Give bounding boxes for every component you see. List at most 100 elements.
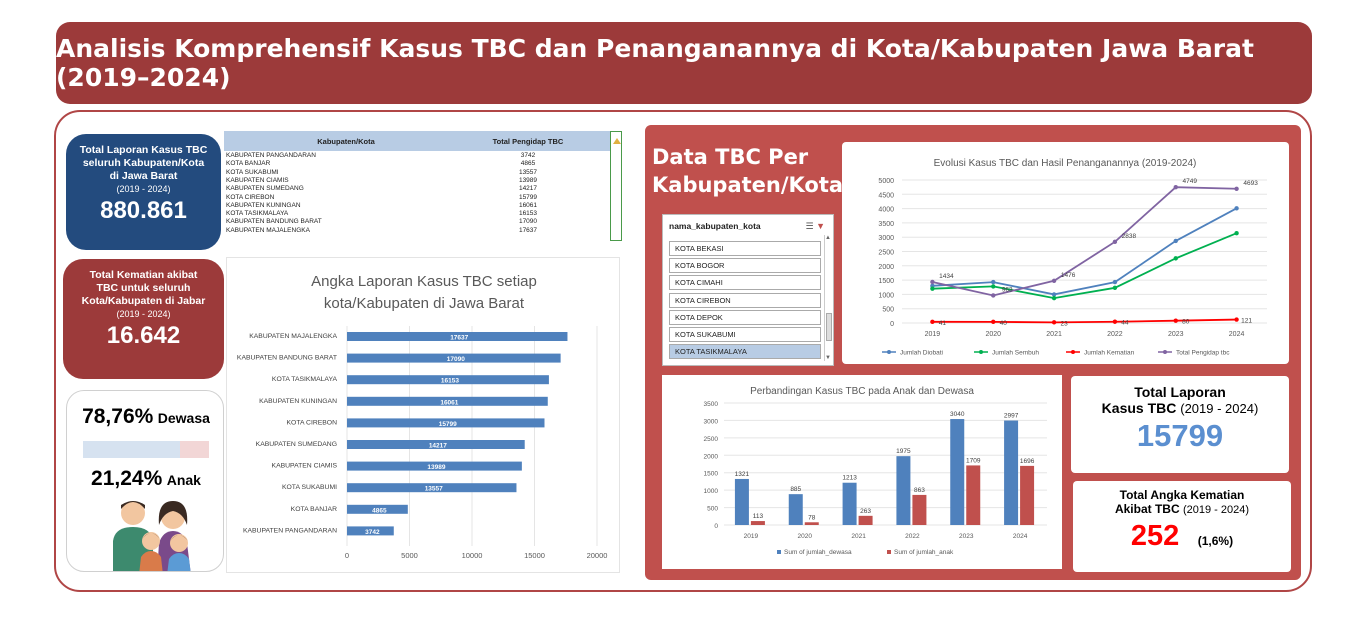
cell-total: 13557	[518, 168, 538, 176]
ratio-card: 78,76% Dewasa 21,24% Anak	[66, 390, 224, 572]
pengidap-table: Kabupaten/Kota Total Pengidap TBC KABUPA…	[224, 131, 610, 241]
data-label: 23	[1060, 320, 1068, 327]
bar-data-label: 1709	[966, 457, 981, 464]
cell-total: 13989	[518, 176, 538, 184]
section-title-line: Kabupaten/Kota	[652, 173, 844, 197]
slicer-item[interactable]: KOTA BEKASI	[669, 241, 821, 256]
bar-data-label: 113	[753, 513, 764, 520]
x-tick-label: 2022	[1107, 331, 1123, 338]
table-scrollbar[interactable]	[610, 131, 622, 241]
table-row: KABUPATEN MAJALENGKA 17637	[224, 227, 610, 235]
kpi-value: 16.642	[106, 322, 181, 349]
bar	[842, 482, 857, 525]
table-row: KABUPATEN BANDUNG BARAT 17090	[224, 218, 610, 226]
bar-data-label: 78	[808, 514, 816, 521]
x-tick-label: 15000	[524, 551, 545, 560]
slicer-item[interactable]: KOTA CIREBON	[669, 292, 821, 308]
table-row: KOTA BANJAR 4865	[224, 160, 610, 168]
x-tick-label: 2021	[1046, 331, 1062, 338]
kpi-title-line: di Jawa Barat	[109, 170, 178, 182]
data-point	[1234, 317, 1239, 322]
kpi-pct: (1,6%)	[1197, 534, 1234, 548]
bar	[347, 504, 408, 514]
cell-kota: KOTA CIREBON	[226, 193, 275, 201]
bar	[347, 396, 548, 406]
series-line	[932, 207, 1238, 296]
bar	[950, 419, 965, 525]
bar	[347, 483, 517, 493]
legend-marker	[887, 350, 891, 354]
slicer-controls: ☰ ▼	[805, 221, 825, 232]
kpi-period: (2019 - 2024)	[116, 309, 171, 319]
cell-total: 3742	[520, 152, 536, 159]
multi-select-icon[interactable]: ☰	[805, 221, 814, 231]
legend-swatch	[777, 550, 781, 554]
y-tick-label: 0	[714, 523, 718, 530]
kpi-title-line: seluruh Kabupaten/Kota	[82, 157, 205, 169]
slicer-scrollbar[interactable]: ▲ ▼	[824, 235, 832, 361]
cell-total: 17090	[518, 218, 538, 226]
table-row: KABUPATEN PANGANDARAN 3742	[224, 152, 610, 160]
y-tick-label: KABUPATEN KUNINGAN	[259, 398, 337, 405]
bar	[966, 465, 981, 525]
scroll-up-icon[interactable]	[613, 138, 621, 144]
y-tick-label: KABUPATEN BANDUNG BARAT	[237, 355, 337, 362]
data-point	[1112, 319, 1118, 324]
legend-label: Jumlah Diobati	[900, 350, 943, 357]
data-label: 1434	[939, 273, 954, 280]
bar	[912, 494, 927, 525]
y-tick-label: 2500	[704, 436, 719, 443]
bar	[347, 526, 394, 536]
kpi-value: 15799	[1136, 418, 1224, 453]
table-row: KABUPATEN SUMEDANG 14217	[224, 185, 610, 193]
bar	[788, 494, 803, 525]
line-chart-panel: Evolusi Kasus TBC dan Hasil Penangananny…	[842, 142, 1289, 364]
kpi-title-line: Total Kematian akibat	[89, 269, 198, 281]
bar	[858, 515, 873, 525]
slicer-item[interactable]: KOTA SUKABUMI	[669, 327, 821, 342]
slicer-header: nama_kabupaten_kota	[669, 221, 761, 231]
x-tick-label: 2023	[1168, 331, 1184, 338]
dewasa-label: Dewasa	[157, 410, 210, 426]
y-tick-label: KABUPATEN PANGANDARAN	[243, 527, 337, 534]
scroll-thumb[interactable]	[826, 313, 832, 341]
kpi-period: (2019 - 2024)	[1180, 401, 1259, 416]
data-point	[1234, 230, 1239, 236]
cell-kota: KABUPATEN MAJALENGKA	[226, 226, 310, 234]
data-point	[1051, 278, 1057, 283]
line-chart: Evolusi Kasus TBC dan Hasil Penangananny…	[878, 158, 1267, 357]
cell-kota: KOTA SUKABUMI	[226, 168, 279, 176]
cell-kota: KOTA BANJAR	[226, 160, 271, 168]
legend-label: Sum of jumlah_dewasa	[784, 549, 852, 556]
y-tick-label: KOTA BANJAR	[291, 506, 337, 513]
slicer-item[interactable]: KOTA DEPOK	[669, 309, 821, 325]
bar	[1004, 420, 1019, 525]
y-tick-label: 3000	[878, 235, 894, 242]
cell-kota: KABUPATEN PANGANDARAN	[226, 152, 316, 159]
scroll-up-icon[interactable]: ▲	[825, 235, 831, 241]
bar-data-label: 263	[860, 508, 871, 515]
y-tick-label: 500	[707, 506, 718, 513]
kpi-value: 252	[1130, 520, 1180, 552]
cell-kota: KABUPATEN SUMEDANG	[226, 185, 304, 193]
bar-data-label: 1696	[1020, 458, 1035, 465]
data-point	[930, 286, 935, 291]
slicer-item[interactable]: KOTA TASIKMALAYA	[669, 344, 821, 360]
scroll-down-icon[interactable]: ▼	[825, 355, 831, 361]
table-row: KOTA SUKABUMI 13557	[224, 169, 610, 177]
slicer-item[interactable]: KOTA CIMAHI	[669, 275, 821, 291]
y-tick-label: 1500	[704, 471, 719, 478]
clear-filter-icon[interactable]: ▼	[816, 221, 825, 231]
anak-ratio: 21,24% Anak	[67, 467, 223, 491]
y-tick-label: KOTA CIREBON	[287, 419, 338, 426]
chart-title: Perbandingan Kasus TBC pada Anak dan Dew…	[750, 386, 974, 397]
cell-kota: KABUPATEN KUNINGAN	[226, 201, 301, 209]
y-tick-label: 1500	[878, 278, 894, 285]
dewasa-ratio: 78,76% Dewasa	[67, 405, 223, 429]
slicer-item[interactable]: KOTA BOGOR	[669, 258, 821, 274]
y-tick-label: 2000	[878, 264, 894, 271]
kpi-title-line: Total Laporan	[1134, 384, 1226, 400]
y-tick-label: 2500	[878, 250, 894, 257]
data-point	[1173, 184, 1178, 190]
kota-slicer: nama_kabupaten_kota ☰ ▼ KOTA BEKASI KOTA …	[662, 214, 834, 366]
